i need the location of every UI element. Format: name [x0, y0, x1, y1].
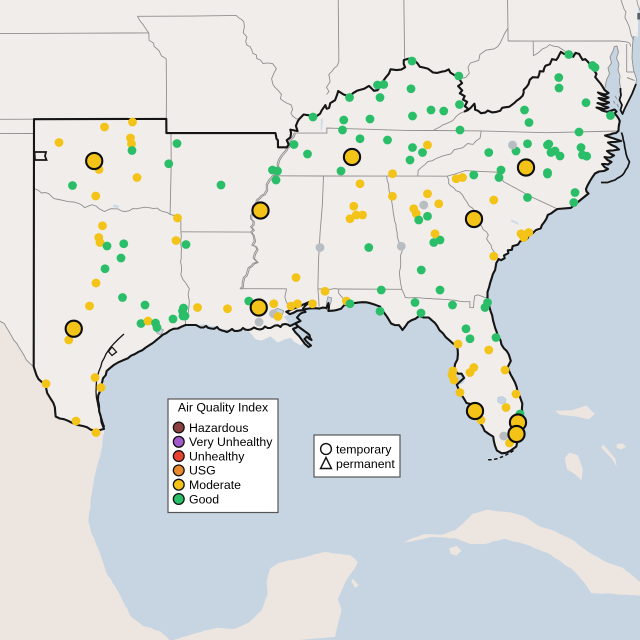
svg-text:Hazardous: Hazardous	[189, 421, 248, 435]
svg-text:Very Unhealthy: Very Unhealthy	[189, 435, 273, 449]
svg-text:Unhealthy: Unhealthy	[189, 449, 245, 463]
svg-text:USG: USG	[189, 464, 216, 478]
svg-text:temporary: temporary	[336, 443, 392, 457]
svg-text:Good: Good	[189, 492, 219, 506]
svg-text:Moderate: Moderate	[189, 478, 241, 492]
svg-text:permanent: permanent	[336, 457, 395, 471]
svg-text:Air Quality Index: Air Quality Index	[178, 401, 269, 415]
